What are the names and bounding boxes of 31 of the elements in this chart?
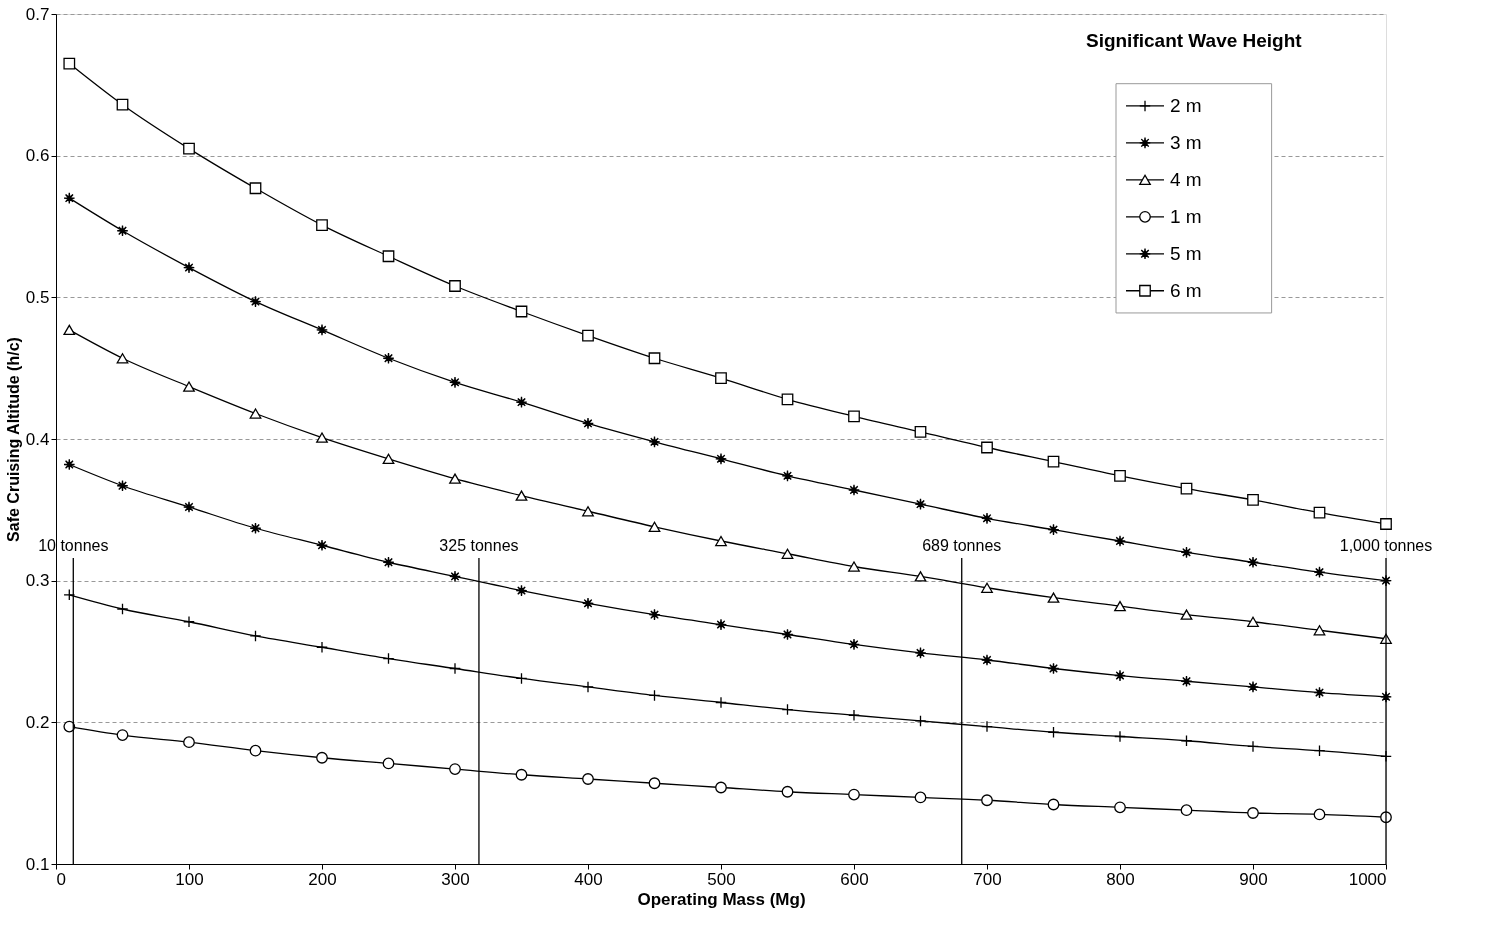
y-tick-label: 0.3 [25, 571, 50, 591]
x-tick-label: 600 [840, 869, 869, 889]
x-tick-label: 200 [308, 869, 337, 889]
x-tick-label: 0 [56, 869, 66, 889]
legend-label: 2 m [1170, 94, 1202, 116]
x-tick-label: 900 [1239, 869, 1268, 889]
x-axis-title: Operating Mass (Mg) [637, 889, 806, 909]
legend-label: 6 m [1170, 279, 1202, 301]
x-tick-label: 400 [574, 869, 603, 889]
ref-line-label: 689 tonnes [922, 537, 1002, 554]
y-tick-label: 0.6 [25, 146, 50, 166]
x-tick-label: 1000 [1348, 869, 1387, 889]
y-tick-label: 0.5 [25, 287, 50, 307]
x-tick-label: 800 [1106, 869, 1135, 889]
y-axis-title: Safe Cruising Altitude (h/c) [4, 337, 22, 542]
legend-label: 4 m [1170, 168, 1202, 190]
x-tick-label: 100 [175, 869, 204, 889]
legend-title: Significant Wave Height [1085, 30, 1303, 52]
legend-label: 1 m [1170, 205, 1202, 227]
x-tick-label: 700 [973, 869, 1002, 889]
ref-line-label: 325 tonnes [439, 537, 519, 554]
ref-line-label: 10 tonnes [38, 537, 109, 554]
legend-label: 5 m [1170, 242, 1202, 264]
x-tick-label: 500 [707, 869, 736, 889]
ref-line-label: 1,000 tonnes [1339, 537, 1433, 554]
x-tick-label: 300 [441, 869, 470, 889]
y-tick-label: 0.2 [25, 712, 50, 732]
y-tick-label: 0.1 [25, 854, 50, 874]
legend-label: 3 m [1170, 131, 1202, 153]
y-tick-label: 0.7 [25, 4, 50, 24]
y-tick-label: 0.4 [25, 429, 50, 449]
